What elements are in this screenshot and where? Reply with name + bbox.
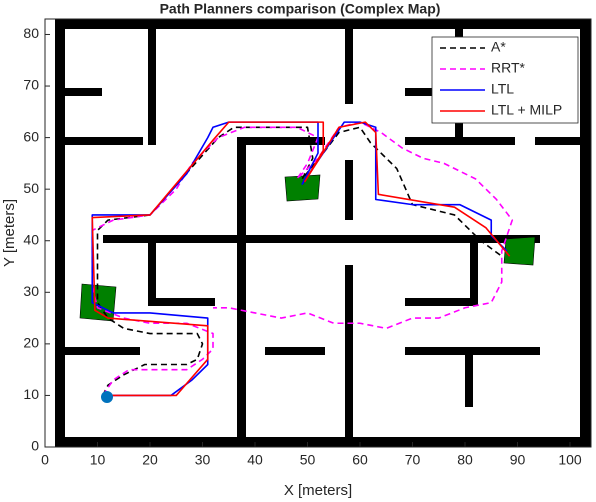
axes-frame <box>44 18 592 448</box>
x-tick-label: 30 <box>195 452 211 468</box>
y-tick-label: 20 <box>23 335 39 351</box>
series-line <box>91 121 514 396</box>
y-tick-label: 70 <box>23 77 39 93</box>
y-tick-label: 0 <box>31 438 39 454</box>
x-tick-label: 100 <box>558 452 582 468</box>
legend: A* RRT* LTL LTL + MILP <box>431 36 579 124</box>
y-tick-label: 50 <box>23 180 39 196</box>
legend-label: LTL + MILP <box>491 102 562 118</box>
y-tick-label: 40 <box>23 231 39 247</box>
x-tick-label: 40 <box>247 452 263 468</box>
x-tick-label: 20 <box>142 452 158 468</box>
x-tick-label: 50 <box>300 452 316 468</box>
x-tick-label: 90 <box>510 452 526 468</box>
y-tick-label: 80 <box>23 25 39 41</box>
legend-box <box>431 36 579 124</box>
x-axis-label: X [meters] <box>284 482 352 499</box>
series-lines <box>91 121 514 397</box>
start-marker <box>101 391 113 403</box>
series-line <box>91 121 511 397</box>
x-tick-label: 0 <box>41 452 49 468</box>
legend-label: LTL <box>491 81 514 97</box>
y-tick-label: 10 <box>23 386 39 402</box>
y-axis-label: Y [meters] <box>1 199 18 267</box>
x-tick-label: 60 <box>352 452 368 468</box>
y-tick-label: 30 <box>23 283 39 299</box>
x-tick-label: 10 <box>90 452 106 468</box>
chart-title: Path Planners comparison (Complex Map) <box>160 1 441 17</box>
y-tick-label: 60 <box>23 128 39 144</box>
legend-label: RRT* <box>491 60 526 76</box>
x-tick-label: 70 <box>405 452 421 468</box>
x-tick-label: 80 <box>457 452 473 468</box>
legend-label: A* <box>491 39 506 55</box>
